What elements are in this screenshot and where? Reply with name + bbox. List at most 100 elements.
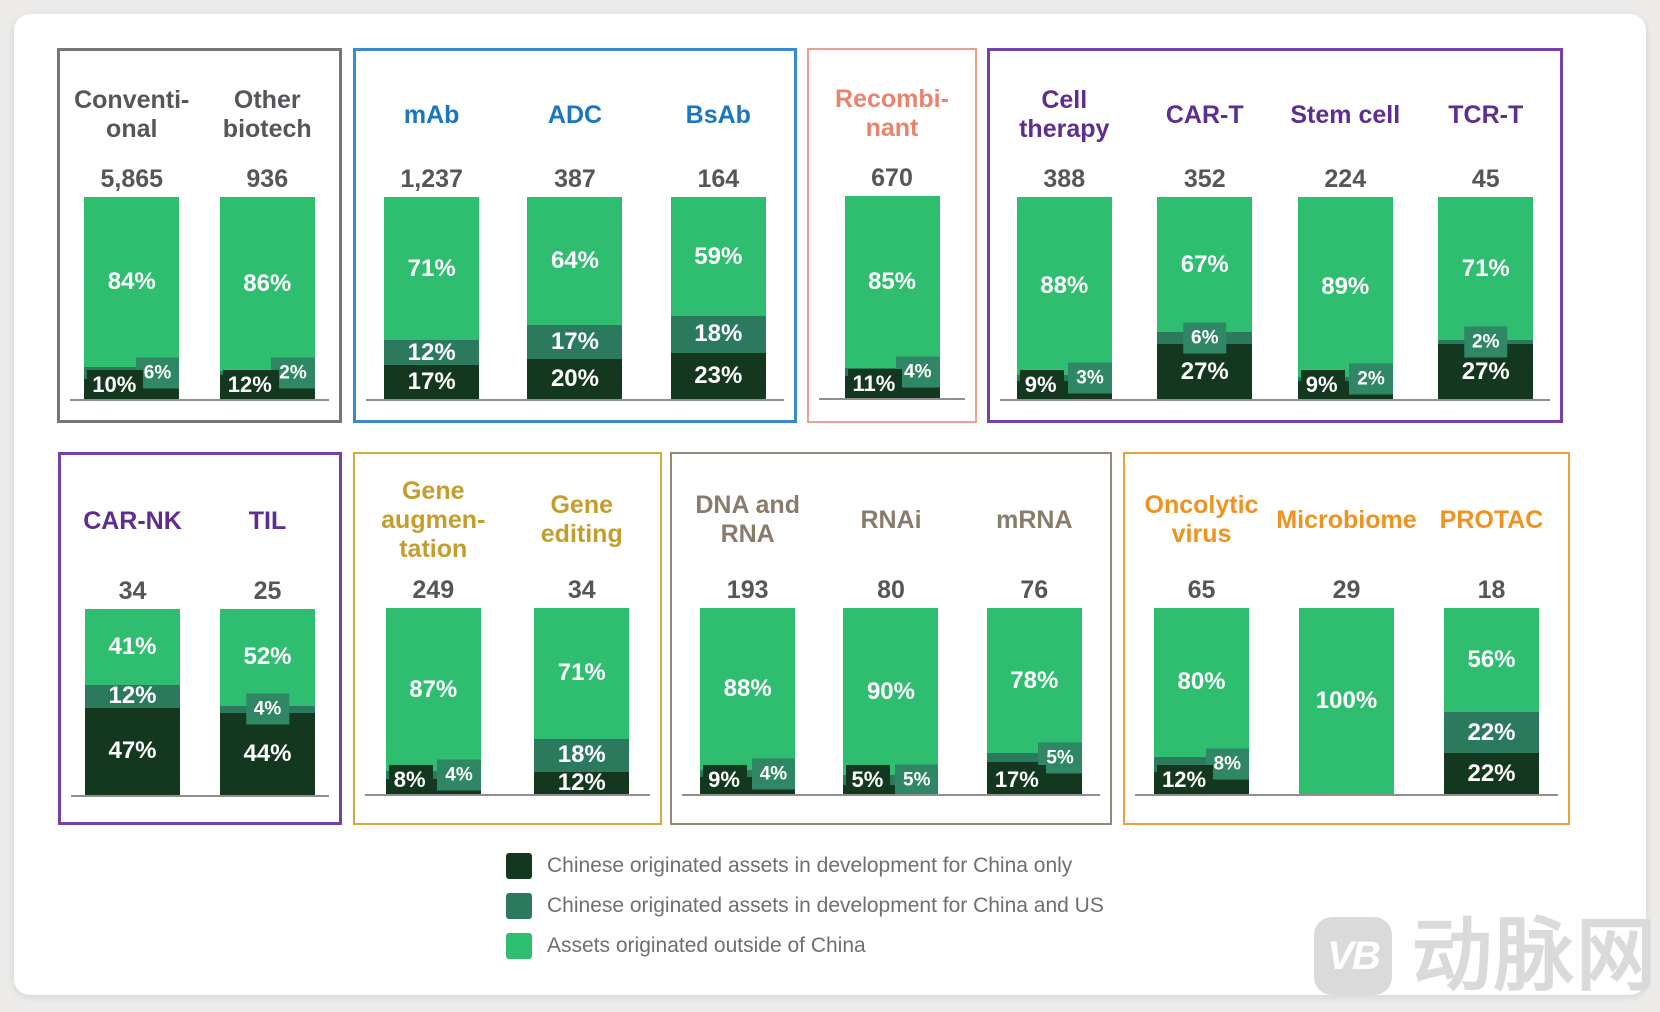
- axis-line: [366, 399, 784, 401]
- segment-china-and-us: [385, 771, 481, 779]
- label-china-only: 9%: [703, 765, 747, 794]
- segment-outside-china: [700, 608, 796, 771]
- label-china-only: 8%: [388, 765, 433, 794]
- stacked-bar: 52% 4% 44%: [220, 609, 315, 795]
- label-outside-china: 88%: [1040, 271, 1089, 299]
- label-china-and-us: 12%: [407, 338, 456, 366]
- bar-column: Cell therapy 388 88% 3% 9%: [994, 69, 1135, 420]
- bar-title-line: editing: [540, 520, 623, 548]
- stacked-bar: 85% 4% 11%: [844, 196, 940, 398]
- bar-column: RNAi 80 90% 5% 5%: [819, 468, 962, 823]
- bar-title: Oncolytic virus: [1129, 468, 1274, 572]
- label-outside-china: 88%: [723, 675, 772, 703]
- bar-title-line: mRNA: [996, 505, 1073, 534]
- segment-china-and-us: [1297, 376, 1393, 381]
- bar-title-line: augmen-: [381, 505, 486, 534]
- group-columns: mAb 1,237 71% 12% 17% ADC 387 64% 17% 20% BsAb 164 5…: [356, 51, 794, 420]
- bar-total: 34: [118, 576, 147, 605]
- segment-china-only: [1444, 753, 1539, 794]
- bar-column: TCR-T 45 71% 2% 27%: [1416, 69, 1557, 420]
- group-columns: Conventi-onal 5,865 84% 6% 10% Other biotech 93…: [60, 51, 339, 420]
- bar-column: Other biotech 936 86% 2% 12%: [200, 69, 336, 420]
- legend-swatch-outside_china: [506, 933, 532, 959]
- group-columns: Cell therapy 388 88% 3% 9% CAR-T 352 67% 6% 27% Ste…: [990, 51, 1560, 420]
- bar-title-line: Other: [233, 86, 301, 114]
- label-china-only: 27%: [1461, 357, 1510, 385]
- segment-outside-china: [843, 608, 939, 776]
- segment-outside-china: [1297, 197, 1393, 377]
- segment-china-and-us: [700, 770, 796, 778]
- bar-title: mRNA: [963, 468, 1106, 572]
- group-columns: Gene augmen-tation 249 87% 4% 8% Gene editing 34…: [355, 454, 660, 823]
- bar-column: Oncolytic virus 65 80% 8% 12%: [1129, 468, 1274, 823]
- label-china-only: 17%: [989, 765, 1046, 794]
- bar-title-line: RNAi: [860, 505, 922, 534]
- stacked-bar: 100%: [1299, 608, 1394, 794]
- stacked-bar: 71% 2% 27%: [1438, 197, 1534, 399]
- bar-column: CAR-T 352 67% 6% 27%: [1135, 69, 1276, 420]
- stacked-bar: 87% 4% 8%: [385, 608, 481, 794]
- label-outside-china: 59%: [694, 242, 743, 270]
- bar-column: BsAb 164 59% 18% 23%: [647, 69, 790, 420]
- bar-total: 193: [726, 575, 769, 604]
- stacked-bar: 71% 18% 12%: [534, 608, 630, 796]
- segment-china-only: [843, 784, 939, 794]
- watermark-logo: VB: [1314, 917, 1392, 995]
- label-china-only: 5%: [846, 765, 891, 794]
- bar-title-line: PROTAC: [1439, 505, 1544, 534]
- bar-total: 388: [1043, 164, 1086, 193]
- bar-total: 670: [871, 163, 913, 192]
- group-gene-therapy: Gene augmen-tation 249 87% 4% 8% Gene editing 34…: [353, 452, 662, 825]
- legend-item: Chinese originated assets in development…: [506, 886, 1104, 926]
- stacked-bar: 56% 22% 22%: [1444, 608, 1539, 794]
- bar-title: TIL: [200, 469, 335, 573]
- label-china-only: 9%: [1019, 370, 1064, 399]
- label-china-and-us: 17%: [550, 328, 599, 355]
- stacked-bar: 86% 2% 12%: [219, 197, 315, 399]
- legend-swatch-china_and_us: [506, 893, 532, 919]
- bar-total: 29: [1332, 575, 1361, 604]
- segment-outside-china: [1016, 197, 1112, 375]
- segment-outside-china: [1438, 197, 1534, 341]
- bar-title-line: Recombi-: [835, 85, 949, 113]
- bar-title-line: virus: [1171, 520, 1232, 548]
- bar-title-line: mAb: [403, 100, 460, 129]
- bar-title-line: Gene: [550, 491, 614, 519]
- segment-outside-china: [1444, 608, 1539, 713]
- segment-china-and-us: [986, 753, 1082, 763]
- stacked-bar: 71% 12% 17%: [384, 197, 480, 399]
- bar-title-line: RNA: [720, 520, 775, 548]
- group-antibodies: mAb 1,237 71% 12% 17% ADC 387 64% 17% 20% BsAb 164 5…: [353, 48, 797, 423]
- label-outside-china: 84%: [107, 267, 156, 295]
- stacked-bar: 80% 8% 12%: [1154, 608, 1249, 794]
- bar-title: CAR-T: [1135, 69, 1276, 161]
- segment-outside-china: [220, 609, 315, 706]
- segment-china-and-us: [670, 316, 766, 353]
- label-outside-china: 90%: [866, 677, 915, 705]
- axis-line: [71, 795, 329, 797]
- bar-title-line: CAR-T: [1165, 100, 1244, 129]
- label-outside-china: 80%: [1177, 668, 1226, 696]
- label-outside-china: 67%: [1180, 250, 1229, 278]
- stacked-bar: 78% 5% 17%: [986, 608, 1082, 794]
- label-outside-china: 56%: [1467, 646, 1516, 674]
- bar-title: PROTAC: [1419, 468, 1564, 572]
- bar-column: TIL 25 52% 4% 44%: [200, 469, 335, 822]
- bar-column: Microbiome 29 100%: [1274, 468, 1419, 823]
- label-china-only: 44%: [243, 740, 292, 768]
- label-china-and-us: 2%: [1464, 326, 1508, 358]
- label-china-and-us: 4%: [751, 758, 796, 790]
- label-china-only: 47%: [108, 737, 157, 765]
- label-outside-china: 41%: [108, 633, 157, 661]
- bar-title-line: Cell: [1041, 86, 1088, 114]
- segment-outside-china: [84, 197, 180, 367]
- bar-title: DNA and RNA: [676, 468, 819, 572]
- segment-china-and-us: [843, 775, 939, 785]
- label-china-only: 12%: [557, 768, 606, 796]
- segment-china-and-us: [527, 325, 623, 359]
- label-outside-china: 64%: [550, 247, 599, 274]
- group-car-nk-til: CAR-NK 34 41% 12% 47% TIL 25 52% 4% 44%: [58, 452, 342, 825]
- watermark-brand-text: 动脉网: [1412, 911, 1658, 1000]
- label-china-only: 12%: [222, 370, 279, 399]
- bar-title: Stem cell: [1275, 69, 1416, 161]
